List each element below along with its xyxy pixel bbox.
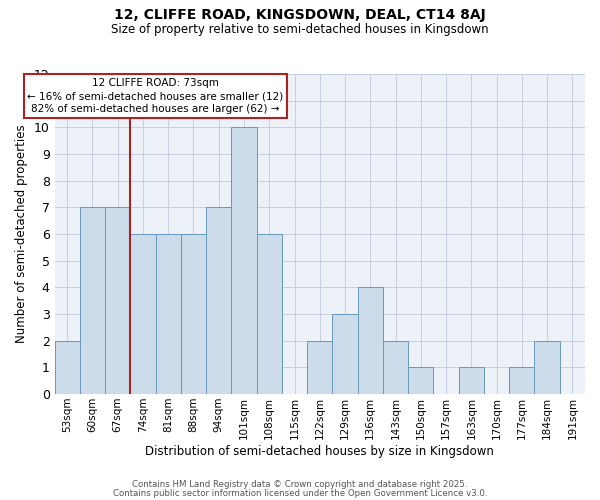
Y-axis label: Number of semi-detached properties: Number of semi-detached properties <box>15 124 28 344</box>
Bar <box>155 234 181 394</box>
Bar <box>383 340 408 394</box>
Bar <box>257 234 282 394</box>
Bar <box>55 340 80 394</box>
Bar <box>332 314 358 394</box>
Text: Size of property relative to semi-detached houses in Kingsdown: Size of property relative to semi-detach… <box>111 22 489 36</box>
Text: 12 CLIFFE ROAD: 73sqm
← 16% of semi-detached houses are smaller (12)
82% of semi: 12 CLIFFE ROAD: 73sqm ← 16% of semi-deta… <box>28 78 284 114</box>
Bar <box>307 340 332 394</box>
Bar <box>459 368 484 394</box>
Text: Contains public sector information licensed under the Open Government Licence v3: Contains public sector information licen… <box>113 488 487 498</box>
Bar <box>181 234 206 394</box>
Text: Contains HM Land Registry data © Crown copyright and database right 2025.: Contains HM Land Registry data © Crown c… <box>132 480 468 489</box>
X-axis label: Distribution of semi-detached houses by size in Kingsdown: Distribution of semi-detached houses by … <box>145 444 494 458</box>
Bar <box>206 208 232 394</box>
Text: 12, CLIFFE ROAD, KINGSDOWN, DEAL, CT14 8AJ: 12, CLIFFE ROAD, KINGSDOWN, DEAL, CT14 8… <box>114 8 486 22</box>
Bar <box>408 368 433 394</box>
Bar <box>509 368 535 394</box>
Bar <box>358 288 383 394</box>
Bar <box>232 128 257 394</box>
Bar <box>535 340 560 394</box>
Bar <box>80 208 105 394</box>
Bar <box>105 208 130 394</box>
Bar <box>130 234 155 394</box>
